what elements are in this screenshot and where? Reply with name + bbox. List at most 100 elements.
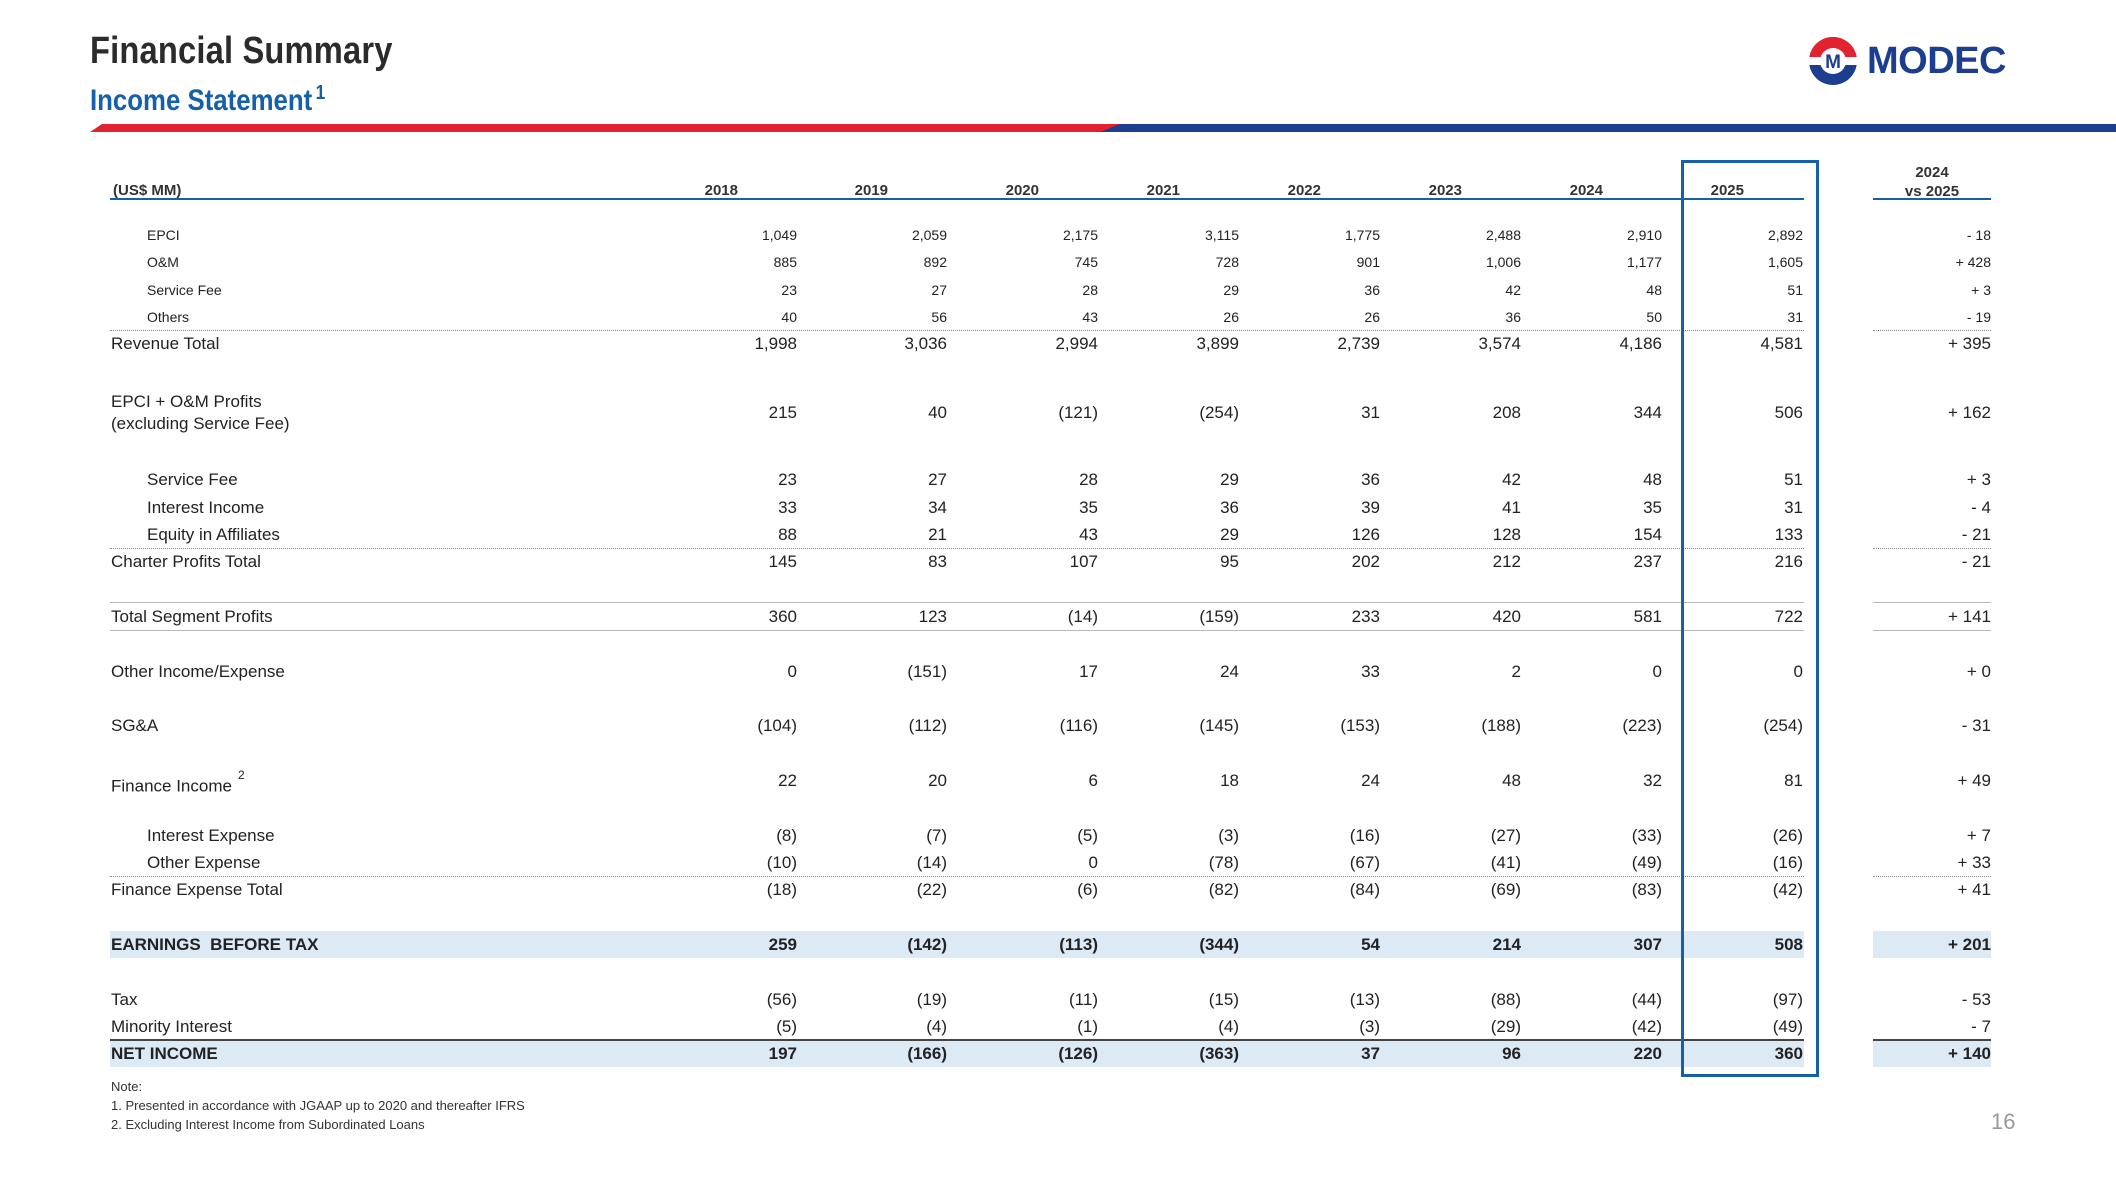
cell-2025: (97) (1772, 990, 1803, 1009)
cell-2025: 360 (1774, 1044, 1803, 1063)
cell-2021: 29 (1220, 525, 1239, 544)
cell-2025: 0 (1793, 662, 1803, 681)
cell-2022: (16) (1349, 826, 1380, 845)
cell-2020: (6) (1077, 880, 1098, 899)
cell-2019: 21 (928, 525, 947, 544)
cell-2018: 22 (778, 771, 797, 790)
cell-2020: (116) (1059, 716, 1098, 735)
table-row: EPCI + O&M Profits (excluding Service Fee… (0, 392, 2116, 433)
cell-2024: 2,910 (1626, 227, 1662, 243)
cell-2019: 34 (928, 498, 947, 517)
cell-2025: (42) (1772, 880, 1803, 899)
row-label-text: Other Expense (147, 853, 261, 872)
table-row: Interest Income 33 34 35 36 39 41 35 31 - 4 (0, 496, 2116, 520)
row-label: Interest Income (147, 496, 264, 520)
row-label-text: Charter Profits Total (111, 552, 261, 571)
cell-2025: 81 (1784, 771, 1803, 790)
cell-delta: + 428 (1955, 254, 1991, 270)
cell-2020: 6 (1088, 771, 1098, 790)
note-1: 1. Presented in accordance with JGAAP up… (111, 1098, 525, 1113)
cell-2023: 41 (1502, 498, 1521, 517)
cell-2025: 1,605 (1767, 254, 1803, 270)
cell-2021: 29 (1223, 282, 1239, 298)
cell-2024: 32 (1643, 771, 1662, 790)
row-label-text: Others (147, 309, 190, 325)
row-separator (110, 876, 1804, 877)
cell-2019: 20 (928, 771, 947, 790)
cell-2025: (49) (1772, 1017, 1803, 1036)
cell-2022: 31 (1361, 403, 1380, 422)
cell-2023: 420 (1492, 607, 1521, 626)
row-separator (110, 330, 1804, 331)
row-highlight-delta (1873, 1041, 1991, 1067)
cell-2024: 4,186 (1619, 334, 1662, 353)
cell-2023: 128 (1492, 525, 1521, 544)
cell-2023: 2,488 (1485, 227, 1521, 243)
table-row: Service Fee 23 27 28 29 36 42 48 51 + 3 (0, 278, 2116, 302)
cell-2025: 506 (1774, 403, 1803, 422)
cell-2018: (18) (766, 880, 797, 899)
cell-2018: 215 (768, 403, 797, 422)
year-header-2024: 2024 (1569, 182, 1603, 199)
row-label-line-1: EPCI + O&M Profits (111, 392, 262, 411)
modec-logo: M MODEC (1807, 36, 2006, 86)
cell-2022: (153) (1340, 716, 1380, 735)
row-label-text: Equity in Affiliates (147, 525, 280, 544)
row-label: EPCI (147, 223, 180, 247)
cell-2020: 745 (1074, 254, 1098, 270)
cell-2018: 23 (781, 282, 797, 298)
cell-2023: (69) (1490, 880, 1521, 899)
cell-2024: 307 (1633, 935, 1662, 954)
note-2: 2. Excluding Interest Income from Subord… (111, 1117, 425, 1132)
table-row: Tax (56) (19) (11) (15) (13) (88) (44) (97) - 53 (0, 988, 2116, 1012)
cell-2018: 1,049 (761, 227, 797, 243)
cell-delta: + 141 (1947, 607, 1991, 626)
cell-delta: - 7 (1971, 1017, 1991, 1036)
row-label: Finance Expense Total (111, 878, 283, 902)
cell-2018: 0 (787, 662, 797, 681)
row-label-text: EARNINGS BEFORE TAX (111, 935, 319, 954)
cell-2024: 154 (1633, 525, 1662, 544)
cell-delta: - 21 (1961, 525, 1991, 544)
cell-2021: (78) (1208, 853, 1239, 872)
row-label: SG&A (111, 714, 158, 738)
cell-delta: - 21 (1961, 552, 1991, 571)
cell-2018: 88 (778, 525, 797, 544)
table-row: Finance Expense Total (18) (22) (6) (82) (84)… (0, 878, 2116, 902)
year-header-2025: 2025 (1710, 182, 1744, 199)
cell-2020: (14) (1067, 607, 1098, 626)
row-label: Other Income/Expense (111, 660, 285, 684)
cell-delta: + 33 (1957, 853, 1991, 872)
year-header-2021: 2021 (1146, 182, 1180, 199)
cell-delta: + 3 (1971, 282, 1991, 298)
cell-2025: (16) (1772, 853, 1803, 872)
cell-2021: (3) (1218, 826, 1239, 845)
subtitle-text: Income Statement (90, 84, 313, 117)
cell-2021: 36 (1220, 498, 1239, 517)
table-row: Minority Interest (5) (4) (1) (4) (3) (29) (42)… (0, 1015, 2116, 1039)
row-separator-delta (1873, 548, 1991, 549)
cell-2021: 29 (1220, 470, 1239, 489)
cell-2023: 214 (1492, 935, 1521, 954)
cell-2023: 42 (1505, 282, 1521, 298)
cell-2020: (1) (1077, 1017, 1098, 1036)
cell-2019: 2,059 (911, 227, 947, 243)
row-label-text: Finance Expense Total (111, 880, 283, 899)
row-label-text: O&M (147, 254, 179, 270)
cell-2023: 96 (1502, 1044, 1521, 1063)
cell-2019: (22) (916, 880, 947, 899)
note-heading: Note: (111, 1079, 143, 1094)
row-label-text: NET INCOME (111, 1044, 218, 1063)
cell-2018: 197 (768, 1044, 797, 1063)
row-label: Tax (111, 988, 137, 1012)
cell-2022: 24 (1361, 771, 1380, 790)
cell-2023: 1,006 (1485, 254, 1521, 270)
cell-2021: (15) (1208, 990, 1239, 1009)
cell-2021: 3,899 (1196, 334, 1239, 353)
cell-delta: - 18 (1966, 227, 1991, 243)
cell-2022: 37 (1361, 1044, 1380, 1063)
cell-2020: 28 (1079, 470, 1098, 489)
cell-2023: 42 (1502, 470, 1521, 489)
cell-2021: (254) (1199, 403, 1239, 422)
cell-2018: 360 (768, 607, 797, 626)
